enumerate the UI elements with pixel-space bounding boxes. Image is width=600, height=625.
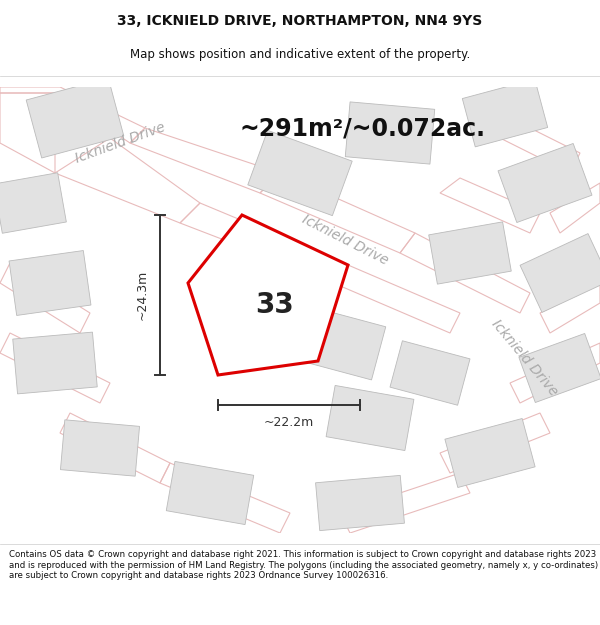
Polygon shape (166, 461, 254, 524)
Polygon shape (26, 78, 124, 158)
Polygon shape (463, 79, 548, 147)
Text: Icknield Drive: Icknield Drive (299, 213, 391, 268)
Polygon shape (13, 332, 97, 394)
Polygon shape (519, 334, 600, 402)
Text: ~22.2m: ~22.2m (264, 416, 314, 429)
Polygon shape (188, 215, 348, 375)
Polygon shape (248, 131, 352, 216)
Polygon shape (445, 419, 535, 488)
Polygon shape (345, 102, 435, 164)
Text: Icknield Drive: Icknield Drive (73, 120, 167, 166)
Polygon shape (520, 234, 600, 312)
Polygon shape (61, 420, 140, 476)
Text: Map shows position and indicative extent of the property.: Map shows position and indicative extent… (130, 48, 470, 61)
Text: ~291m²/~0.072ac.: ~291m²/~0.072ac. (240, 116, 486, 140)
Polygon shape (498, 144, 592, 222)
Polygon shape (9, 251, 91, 316)
Text: 33, ICKNIELD DRIVE, NORTHAMPTON, NN4 9YS: 33, ICKNIELD DRIVE, NORTHAMPTON, NN4 9YS (118, 14, 482, 28)
Polygon shape (316, 476, 404, 531)
Text: Icknield Drive: Icknield Drive (489, 317, 561, 399)
Text: 33: 33 (256, 291, 294, 319)
Polygon shape (294, 306, 386, 380)
Polygon shape (0, 173, 67, 233)
Text: Contains OS data © Crown copyright and database right 2021. This information is : Contains OS data © Crown copyright and d… (9, 550, 598, 580)
Text: ~24.3m: ~24.3m (136, 270, 149, 320)
Polygon shape (326, 386, 414, 451)
Polygon shape (429, 222, 511, 284)
Polygon shape (390, 341, 470, 405)
